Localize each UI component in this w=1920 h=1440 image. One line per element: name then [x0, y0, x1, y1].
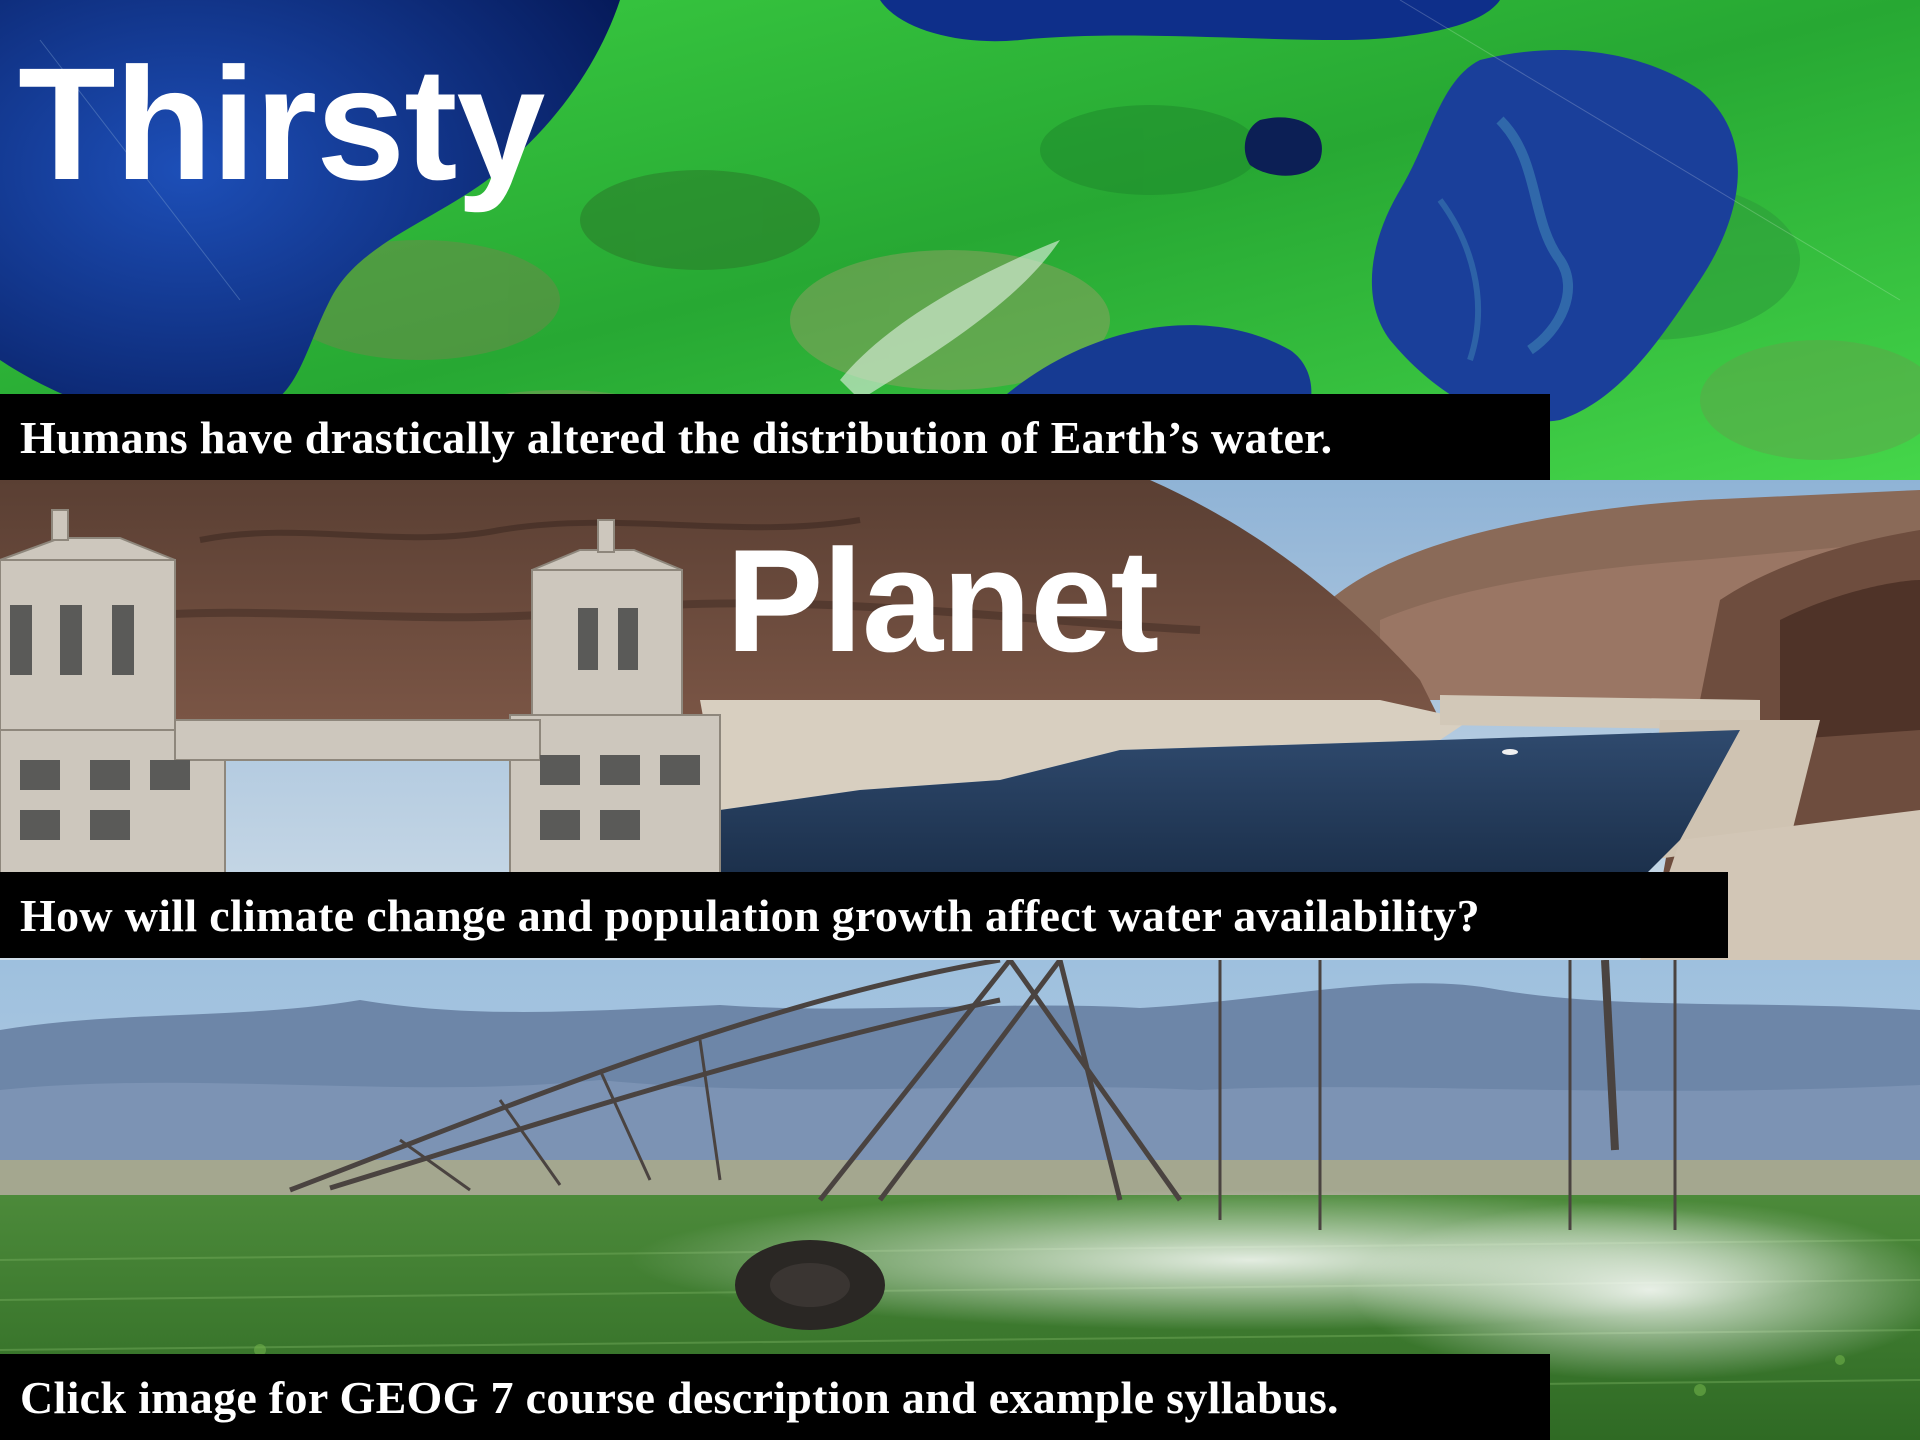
title-thirsty: Thirsty [18, 34, 545, 213]
caption-bar-2: How will climate change and population g… [0, 872, 1728, 958]
satellite-image[interactable]: Thirsty [0, 0, 1920, 480]
title-planet: Planet [726, 519, 1159, 682]
caption-bar-3[interactable]: Click image for GEOG 7 course descriptio… [0, 1354, 1550, 1440]
caption-course-link[interactable]: Click image for GEOG 7 course descriptio… [20, 1371, 1339, 1423]
caption-climate-question: How will climate change and population g… [20, 889, 1480, 941]
caption-bar-1: Humans have drastically altered the dist… [0, 394, 1550, 480]
caption-water-distribution: Humans have drastically altered the dist… [20, 411, 1333, 463]
